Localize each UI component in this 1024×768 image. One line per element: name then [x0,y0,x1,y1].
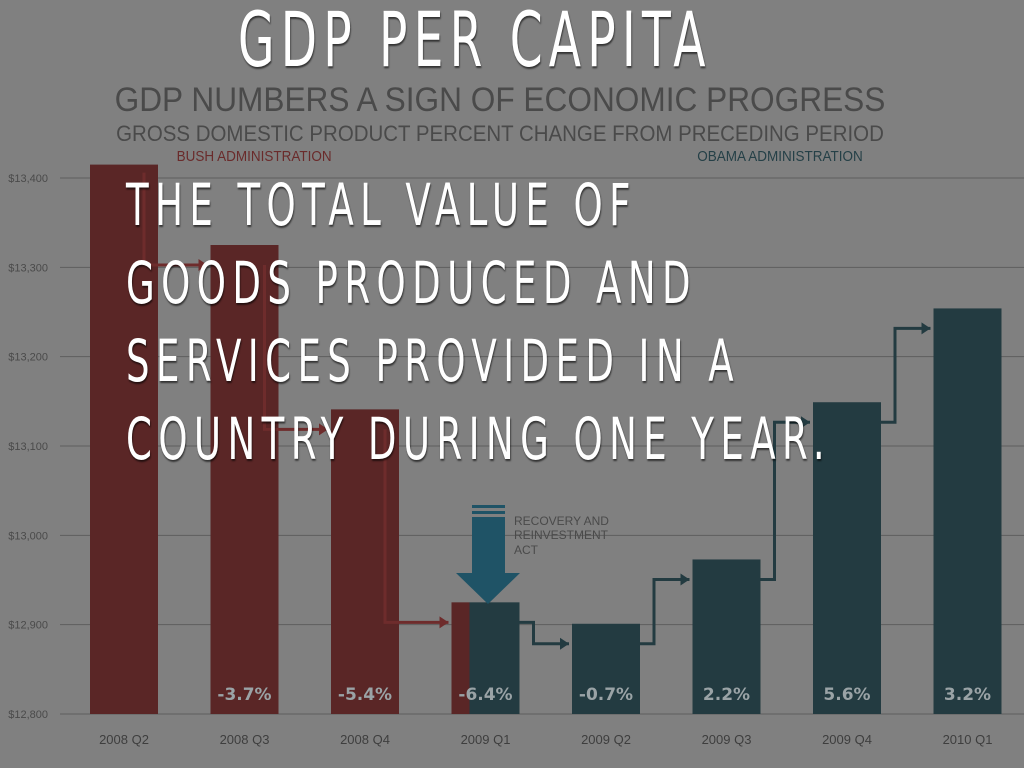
data-label: -6.4% [458,685,512,705]
bar [813,402,881,714]
body-line: COUNTRY DURING ONE YEAR. [126,405,832,473]
y-tick-label: $13,100 [8,441,48,453]
data-label: -0.7% [579,685,633,705]
bar [572,623,640,714]
arrowhead-icon [680,573,690,586]
bar [692,559,761,714]
x-tick-label: 2008 Q2 [99,732,149,747]
data-label: 5.6% [823,685,870,705]
connector-arrow [881,326,931,424]
x-tick-label: 2008 Q3 [220,732,270,747]
x-tick-label: 2009 Q2 [581,732,631,747]
bar [451,602,470,714]
body-line: SERVICES PROVIDED IN A [126,327,741,395]
y-tick-label: $13,000 [8,530,48,542]
y-tick-label: $13,400 [8,173,48,185]
data-label: 2.2% [703,685,750,705]
arrowhead-icon [439,616,449,629]
bar [933,308,1002,714]
arrowhead-icon [921,322,931,335]
body-line: GOODS PRODUCED AND [126,249,697,317]
arrowhead-icon [319,423,328,436]
x-tick-label: 2009 Q4 [822,732,872,747]
arrowhead-icon [560,637,569,650]
arrow-stripe [472,511,505,514]
data-label: -5.4% [338,685,392,705]
data-label: -3.7% [217,685,271,705]
chart-title: GDP NUMBERS A SIGN OF ECONOMIC PROGRESS [114,81,886,119]
bar [331,409,399,714]
bar [469,602,520,714]
bar [90,164,158,715]
arrowhead-icon [801,416,810,429]
connector-arrow [760,420,810,581]
bar [210,245,279,714]
connector-arrow [519,620,569,646]
data-label: 3.2% [944,685,991,705]
body-line: THE TOTAL VALUE OF [126,171,637,239]
x-tick-label: 2009 Q3 [702,732,752,747]
arrow-stripe [472,505,505,508]
slide-title: GDP PER CAPITA [238,0,712,84]
y-tick-label: $13,300 [8,262,48,274]
bush-administration-label: BUSH ADMINISTRATION [176,148,332,165]
y-tick-label: $12,800 [8,709,48,721]
recovery-act-label: RECOVERY AND REINVESTMENT ACT [514,514,609,557]
x-tick-label: 2008 Q4 [340,732,390,747]
connector-arrow [142,172,208,267]
obama-administration-label: OBAMA ADMINISTRATION [697,148,863,165]
connector-arrow [383,429,449,624]
y-tick-label: $13,200 [8,352,48,364]
x-tick-label: 2010 Q1 [943,732,993,747]
connector-arrow [640,577,690,646]
chart-subtitle: GROSS DOMESTIC PRODUCT PERCENT CHANGE FR… [116,121,884,146]
connector-arrow [263,265,328,431]
down-arrow-icon [456,517,520,604]
y-tick-label: $12,900 [8,620,48,632]
x-tick-label: 2009 Q1 [461,732,511,747]
arrowhead-icon [198,259,208,271]
